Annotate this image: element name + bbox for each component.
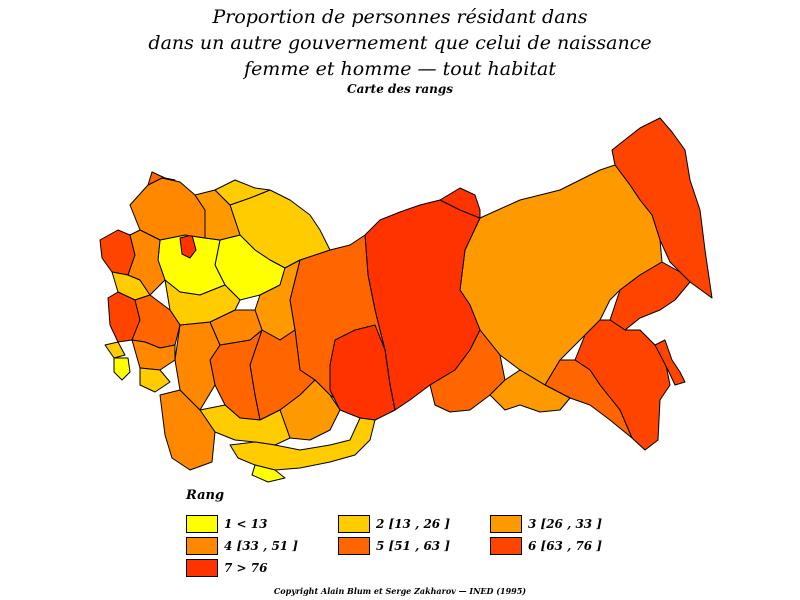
legend-swatch-rank-6 [490, 537, 522, 555]
region-taimyr [439, 187, 481, 219]
region-transbaikal [489, 369, 571, 413]
map-title-line-3: femme et homme — tout habitat [244, 58, 556, 80]
legend-label-rank-1: 1 < 13 [224, 517, 268, 531]
region-kazakh-central [199, 404, 291, 446]
map-title-line-2: dans un autre gouvernement que celui de … [148, 32, 652, 54]
map-title-line-1: Proportion de personnes résidant dans [212, 6, 588, 28]
region-north-ural [214, 179, 271, 206]
region-crimea [104, 341, 126, 359]
copyright-notice: Copyright Alain Blum et Serge Zakharov —… [273, 586, 527, 596]
map-subtitle: Carte des rangs [347, 82, 453, 96]
legend-label-rank-6: 6 [63 , 76 ] [528, 539, 602, 553]
legend-swatch-rank-1 [186, 515, 218, 533]
region-kola [147, 171, 176, 186]
region-kyrgyz [251, 464, 286, 483]
region-sakhalin [654, 339, 686, 386]
legend-label-rank-3: 3 [26 , 33 ] [528, 517, 602, 531]
legend-swatch-rank-5 [338, 537, 370, 555]
legend-swatch-rank-2 [338, 515, 370, 533]
legend-label-rank-5: 5 [51 , 63 ] [376, 539, 450, 553]
region-smolensk [127, 229, 166, 296]
region-baltic [99, 229, 136, 276]
region-amur [544, 359, 633, 439]
legend-swatch-rank-4 [186, 537, 218, 555]
region-okhotsk-coast [609, 261, 691, 331]
region-tomsk [329, 324, 396, 421]
legend-label-rank-4: 4 [33 , 51 ] [224, 539, 298, 553]
region-turkmen [159, 389, 216, 471]
legend-label-rank-2: 2 [13 , 26 ] [376, 517, 450, 531]
region-transcaucasia [139, 367, 171, 393]
region-kazakh-east [279, 379, 341, 441]
region-moldova [113, 357, 131, 381]
legend-title: Rang [186, 488, 225, 503]
legend-swatch-rank-3 [490, 515, 522, 533]
legend-label-rank-7: 7 > 76 [224, 561, 268, 575]
legend-swatch-rank-7 [186, 559, 218, 577]
